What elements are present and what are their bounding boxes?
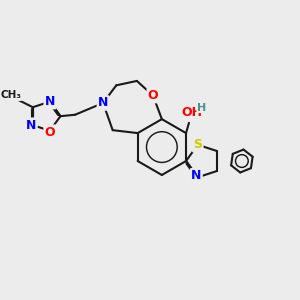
Text: O: O xyxy=(45,126,55,139)
Text: O: O xyxy=(148,89,158,102)
Text: N: N xyxy=(26,119,37,132)
Text: N: N xyxy=(191,169,202,182)
Text: N: N xyxy=(98,97,108,110)
Text: OH: OH xyxy=(182,106,203,119)
Text: H: H xyxy=(197,103,206,112)
Text: CH₃: CH₃ xyxy=(0,91,21,100)
Text: S: S xyxy=(193,138,202,151)
Text: N: N xyxy=(45,95,55,108)
